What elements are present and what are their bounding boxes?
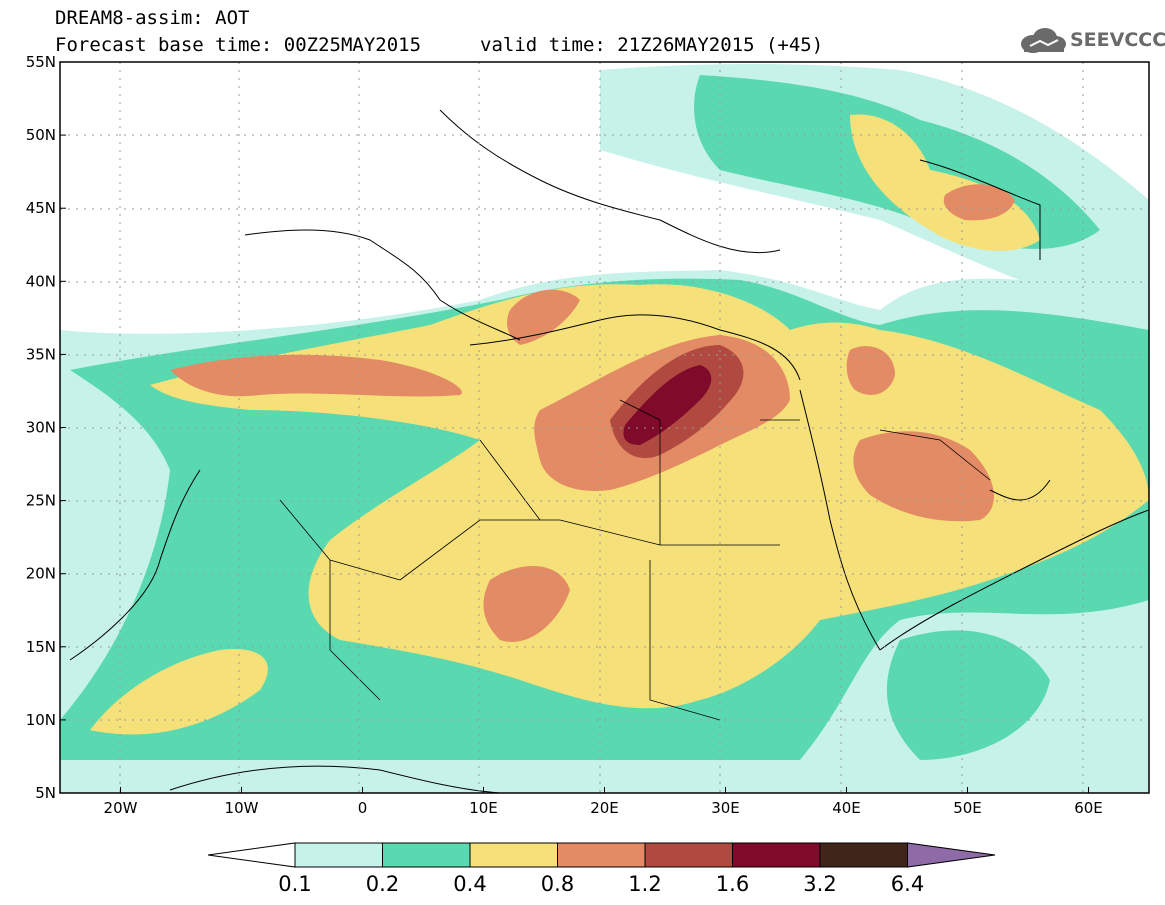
forecast-base-time: Forecast base time: 00Z25MAY2015 [55, 34, 422, 56]
colorbar-level-label: 3.2 [803, 872, 837, 896]
lon-tick-label: 50E [953, 799, 982, 817]
lat-tick-label: 30N [26, 419, 56, 437]
lon-tick-label: 10E [469, 799, 498, 817]
lon-tick-label: 0 [358, 799, 368, 817]
lon-tick-label: 20W [104, 799, 138, 817]
colorbar-level-label: 0.2 [365, 872, 400, 896]
colorbar-box [557, 842, 646, 868]
lat-tick-label: 55N [26, 53, 56, 71]
country-borders [279, 399, 991, 721]
lon-tick-label: 60E [1074, 799, 1103, 817]
lat-tick-label: 15N [26, 638, 56, 656]
aot-field [60, 62, 1149, 793]
aot-band-0.2-east [886, 630, 1050, 760]
coastlines [69, 109, 1149, 793]
aot-band-0.8-iraq [846, 346, 895, 395]
aot-band-0.8-caspian [943, 184, 1015, 221]
seevccc-logo: SEEVCCC [1018, 26, 1165, 56]
map-title: DREAM8-assim: AOT [55, 7, 250, 29]
colorbar-level-label: 0.8 [540, 872, 575, 896]
lat-tick-label: 10N [26, 711, 56, 729]
colorbar-over-triangle [907, 842, 996, 868]
logo-text: SEEVCCC [1070, 29, 1165, 51]
colorbar-box [644, 842, 733, 868]
lon-tick-label: 20E [590, 799, 619, 817]
colorbar-under-triangle [207, 842, 296, 868]
colorbar-box [382, 842, 471, 868]
colorbar-box [469, 842, 558, 868]
colorbar-box [819, 842, 908, 868]
valid-time: valid time: 21Z26MAY2015 (+45) [480, 34, 824, 56]
latitude-labels: 55N 50N 45N 40N 35N 30N 25N 20N 15N 10N 5N [26, 53, 66, 802]
lat-tick-label: 45N [26, 199, 56, 217]
aot-band-0.8-sahel [483, 566, 570, 642]
colorbar-box [732, 842, 821, 868]
lat-tick-label: 20N [26, 565, 56, 583]
aot-band-1.6 [623, 365, 712, 445]
aot-band-0.8-east [853, 431, 994, 522]
grid-lines [60, 62, 1149, 793]
lon-tick-label: 40E [832, 799, 861, 817]
colorbar-level-label: 1.6 [715, 872, 750, 896]
lon-tick-label: 30E [711, 799, 740, 817]
colorbar-box [294, 842, 383, 868]
lon-tick-label: 10W [225, 799, 259, 817]
aot-band-0.8-tunis [507, 289, 580, 345]
cloud-icon [1021, 28, 1066, 53]
lat-tick-label: 50N [26, 126, 56, 144]
colorbar-level-label: 1.2 [628, 872, 662, 896]
lat-tick-label: 25N [26, 492, 56, 510]
colorbar-level-label: 0.1 [278, 872, 312, 896]
colorbar-level-label: 0.4 [453, 872, 487, 896]
colorbar [207, 842, 996, 868]
lat-tick-label: 35N [26, 345, 56, 363]
longitude-labels: 20W 10W 0 10E 20E 30E 40E 50E 60E [104, 787, 1103, 817]
lat-tick-label: 40N [26, 272, 56, 290]
aot-band-0.8 [170, 354, 462, 397]
lat-tick-label: 5N [35, 784, 56, 802]
colorbar-level-label: 6.4 [890, 872, 925, 896]
aot-band-0.4-west [90, 649, 268, 735]
